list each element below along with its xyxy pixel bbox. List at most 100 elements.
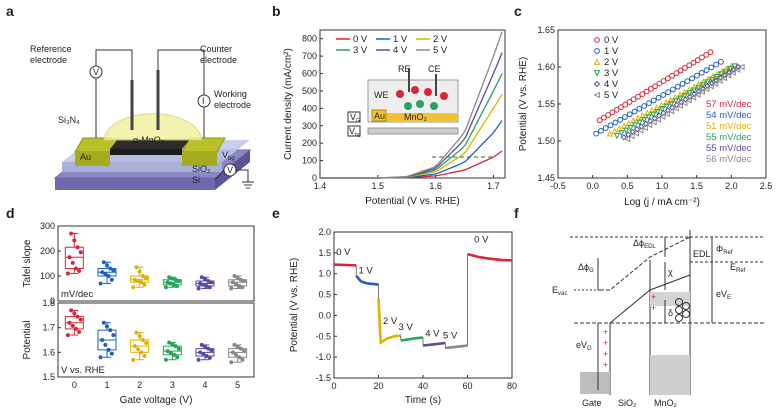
c-slope-1: 54 mV/dec bbox=[706, 110, 752, 121]
d-bot-dot-3-8 bbox=[167, 340, 172, 345]
d-xtick-label-0: 0 bbox=[72, 380, 77, 390]
c-point-2-7 bbox=[639, 111, 646, 119]
c-point-2-0 bbox=[606, 130, 614, 137]
c-ytick-label-4: 1.65 bbox=[537, 25, 555, 35]
label-reference-2: electrode bbox=[30, 55, 67, 65]
e-segment-6 bbox=[467, 252, 513, 262]
b-inset-neg-ion-2 bbox=[430, 102, 438, 110]
d-top-dot-0-3 bbox=[70, 260, 75, 265]
c-point-2-13 bbox=[667, 96, 674, 103]
svg-text:+: + bbox=[603, 360, 608, 370]
d-top-dot-2-7 bbox=[137, 269, 142, 274]
e-segment-4 bbox=[422, 341, 446, 347]
c-point-3-2 bbox=[622, 127, 630, 134]
d-top-dot-2-2 bbox=[139, 280, 144, 285]
d-top-box-0 bbox=[64, 231, 84, 276]
b-ytick-label-5: 500 bbox=[302, 86, 317, 96]
d-bot-dot-1-0 bbox=[98, 355, 103, 360]
b-legend-1: 1 V bbox=[393, 34, 408, 45]
c-point-2-20 bbox=[700, 78, 707, 85]
label-e-ref: ERef bbox=[730, 262, 746, 274]
d-bot-dot-3-6 bbox=[173, 344, 178, 349]
band-diagram: + + + + + + ΔϕEDL ΔϕG χ EDL ΦRef ERef Ev… bbox=[552, 230, 765, 408]
e-segment-0 bbox=[333, 263, 357, 267]
label-edl: EDL bbox=[693, 249, 711, 259]
c-point-1-24 bbox=[708, 64, 715, 71]
c-point-2-19 bbox=[695, 80, 702, 88]
d-bot-dot-5-5 bbox=[242, 348, 247, 353]
d-top-ytick-label-1: 100 bbox=[40, 271, 55, 281]
c-point-1-14 bbox=[660, 92, 667, 98]
b-inset-mno2 bbox=[378, 113, 458, 121]
c-point-0-21 bbox=[686, 62, 693, 69]
e-xlabel: Time (s) bbox=[405, 395, 441, 406]
svg-text:+: + bbox=[603, 338, 608, 348]
c-point-0-20 bbox=[682, 65, 688, 71]
c-point-1-1 bbox=[598, 127, 604, 134]
d-top-ytick-label-3: 300 bbox=[40, 221, 55, 231]
d-top-dot-2-6 bbox=[140, 274, 145, 278]
d-bot-dot-3-1 bbox=[175, 355, 180, 360]
d-top-box-3 bbox=[162, 275, 182, 290]
e-frame bbox=[333, 231, 513, 379]
d-xtick-label-2: 2 bbox=[137, 380, 142, 390]
e-ytick-label-0: -1.5 bbox=[315, 373, 331, 383]
d-bot-dot-3-5 bbox=[176, 346, 181, 351]
d-bot-ytick-label-3: 1.8 bbox=[42, 298, 55, 308]
d-bot-dot-4-0 bbox=[196, 357, 201, 362]
c-point-3-12 bbox=[668, 100, 675, 108]
d-top-dot-1-1 bbox=[109, 277, 114, 282]
b-inset-vg-sub: G bbox=[356, 118, 360, 124]
c-point-0-15 bbox=[660, 78, 667, 84]
c-point-5-26 bbox=[738, 63, 745, 71]
d-top-dot-3-1 bbox=[175, 284, 180, 288]
c-point-3-16 bbox=[686, 90, 693, 97]
c-point-1-21 bbox=[694, 72, 700, 79]
reference-v-symbol: V bbox=[93, 67, 99, 77]
c-point-5-23 bbox=[725, 72, 732, 79]
c-legend-marker-5 bbox=[593, 91, 600, 99]
c-series-5 bbox=[623, 63, 745, 142]
c-point-1-10 bbox=[641, 103, 648, 109]
c-slope-5: 56 mV/dec bbox=[706, 154, 752, 165]
c-point-5-2 bbox=[632, 130, 640, 137]
c-point-3-24 bbox=[722, 68, 729, 76]
c-point-2-8 bbox=[644, 109, 651, 116]
c-point-3-5 bbox=[636, 119, 643, 126]
e-xtick-label-4: 80 bbox=[507, 381, 517, 391]
b-inset-neg-ion-1 bbox=[416, 100, 424, 108]
d-bot-unit: V vs. RHE bbox=[61, 365, 105, 376]
d-top-dot-3-6 bbox=[173, 277, 178, 282]
c-legend-4: 4 V bbox=[604, 79, 619, 90]
e-segment-label-1: 1 V bbox=[358, 266, 373, 277]
d-top-dot-1-3 bbox=[103, 272, 108, 277]
c-point-1-23 bbox=[703, 67, 710, 74]
b-inset-pos-ion-1 bbox=[411, 86, 419, 94]
d-bot-box-5 bbox=[228, 342, 248, 365]
d-top-dot-5-2 bbox=[237, 284, 242, 288]
c-point-5-0 bbox=[623, 135, 631, 142]
d-top-dot-0-0 bbox=[65, 271, 70, 276]
c-point-2-12 bbox=[662, 99, 670, 106]
e-segment-label-4: 4 V bbox=[425, 328, 440, 339]
c-xtick-label-4: 1.5 bbox=[690, 181, 703, 191]
b-ytick-label-0: 0 bbox=[312, 173, 317, 183]
d-top-dot-0-4 bbox=[67, 255, 72, 260]
d-top-dot-2-3 bbox=[136, 279, 141, 283]
e-segment-label-0: 0 V bbox=[336, 247, 351, 258]
c-point-1-17 bbox=[674, 83, 681, 90]
b-inset-vbg-box bbox=[347, 125, 361, 137]
c-point-2-16 bbox=[681, 88, 688, 96]
c-point-4-15 bbox=[686, 93, 693, 100]
d-bot-dot-2-0 bbox=[131, 357, 136, 362]
e-segment-2 bbox=[377, 298, 401, 345]
c-point-3-10 bbox=[659, 106, 666, 113]
d-top-dot-3-3 bbox=[168, 281, 173, 286]
d-bot-dot-2-8 bbox=[134, 330, 139, 335]
e-segment-label-5: 5 V bbox=[443, 330, 458, 341]
c-point-4-25 bbox=[730, 66, 737, 73]
c-point-0-22 bbox=[690, 59, 697, 66]
c-point-0-5 bbox=[618, 104, 624, 111]
label-counter: Counter bbox=[200, 44, 232, 54]
